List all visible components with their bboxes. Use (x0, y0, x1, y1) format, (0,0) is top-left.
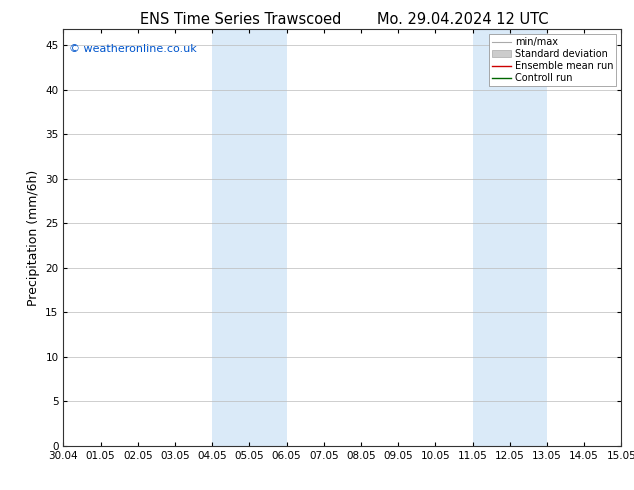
Bar (212, 29, 249, 446)
Bar (249, 29, 287, 446)
Text: Mo. 29.04.2024 12 UTC: Mo. 29.04.2024 12 UTC (377, 12, 548, 27)
Bar (510, 29, 547, 446)
Bar (472, 29, 510, 446)
Legend: min/max, Standard deviation, Ensemble mean run, Controll run: min/max, Standard deviation, Ensemble me… (489, 34, 616, 86)
Y-axis label: Precipitation (mm/6h): Precipitation (mm/6h) (27, 170, 40, 306)
Text: ENS Time Series Trawscoed: ENS Time Series Trawscoed (140, 12, 342, 27)
Text: © weatheronline.co.uk: © weatheronline.co.uk (69, 44, 197, 54)
